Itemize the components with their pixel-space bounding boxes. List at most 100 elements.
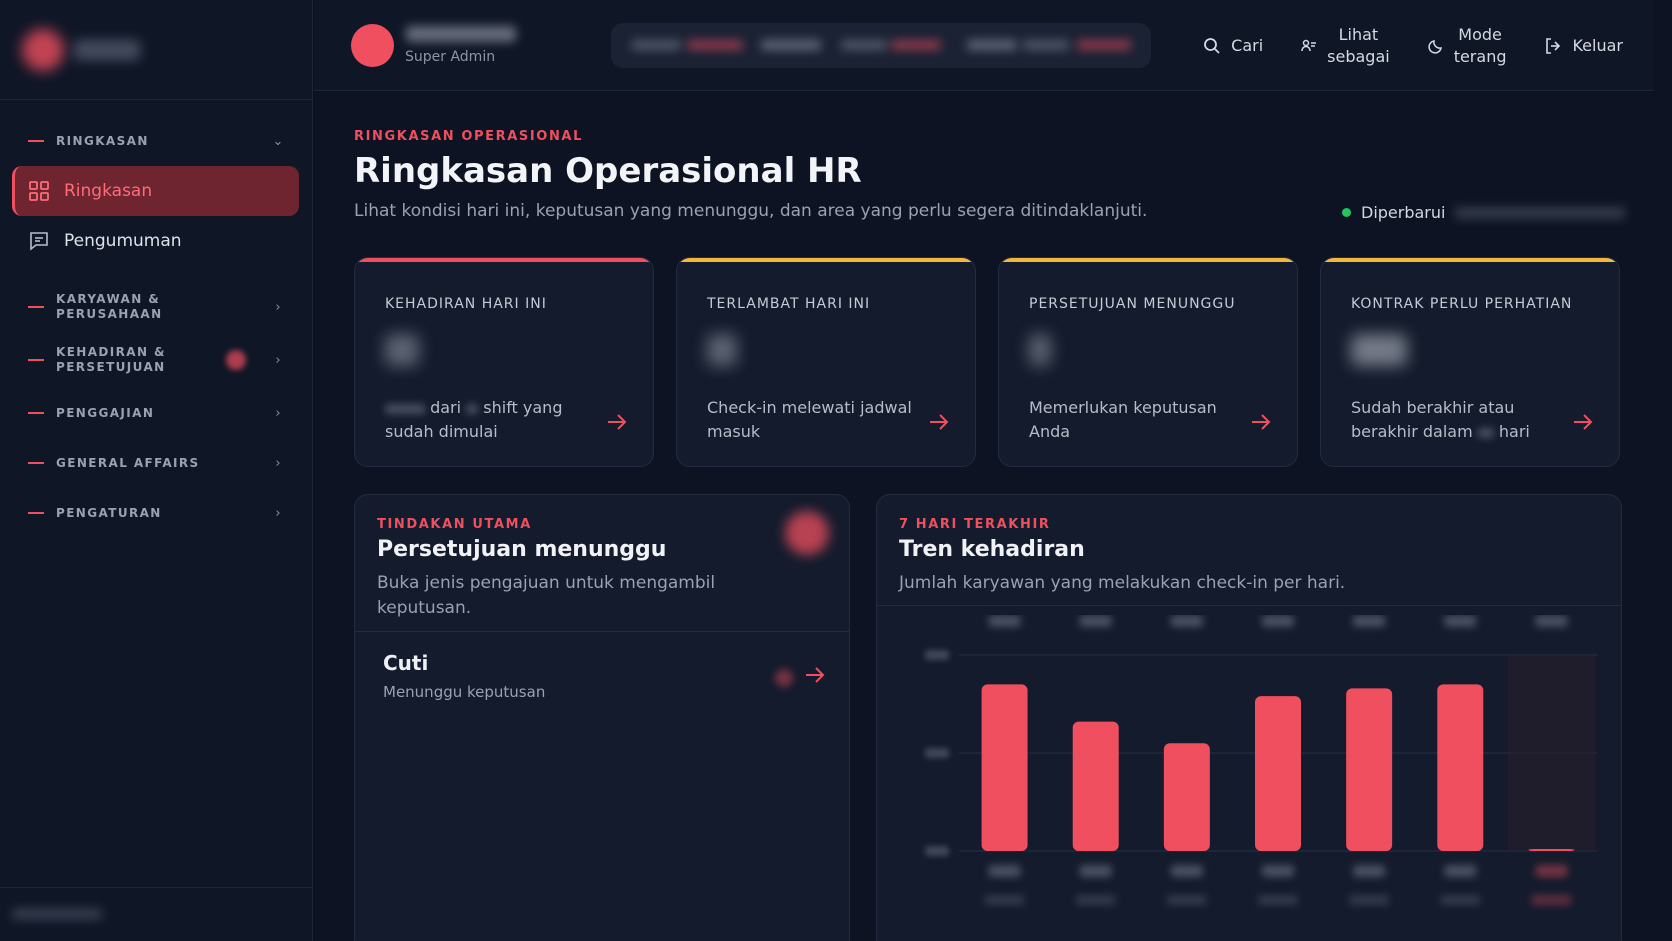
nav-group-kehadiran[interactable]: KEHADIRAN & PERSETUJUAN › [0,332,312,388]
chart-bar [1528,849,1575,851]
bar-value-label-redacted [1535,615,1568,627]
message-icon [30,232,48,251]
updated-indicator: Diperbarui [1342,203,1626,222]
card-value-redacted [1029,334,1051,366]
bar-value-label-redacted [1079,615,1112,627]
arrow-right-icon[interactable] [805,667,825,683]
chart-bar [981,684,1028,851]
approval-status: Menunggu keputusan [383,683,546,701]
nav-dash [28,359,44,361]
x-tick-sublabel-redacted [1349,895,1390,905]
nav-dash [28,512,44,514]
chevron-down-icon: ⌄ [272,133,284,149]
search-icon [1204,37,1220,54]
view-as-button[interactable]: Lihat sebagai [1282,24,1409,68]
logo[interactable] [0,0,312,100]
approvals-panel: TINDAKAN UTAMA Persetujuan menunggu Buka… [354,494,850,941]
stat-cards: KEHADIRAN HARI INI dari shift yang sudah… [354,257,1620,467]
card-label: KEHADIRAN HARI INI [385,296,547,312]
status-dot [1342,208,1351,217]
card-desc-part: shift yang sudah dimulai [385,398,563,441]
panel-eyebrow: 7 HARI TERAKHIR [899,517,1051,532]
panel-title: Persetujuan menunggu [377,537,667,562]
arrow-right-icon[interactable] [1251,414,1271,430]
redacted-text [1077,40,1131,50]
card-label: PERSETUJUAN MENUNGGU [1029,296,1236,312]
card-desc-part: Sudah berakhir atau berakhir dalam [1351,398,1515,441]
card-accent-bar [1321,258,1619,262]
chart-bar [1437,684,1484,851]
nav-group-label: RINGKASAN [56,133,149,148]
card-label: KONTRAK PERLU PERHATIAN [1351,296,1573,312]
x-tick-sublabel-redacted [1531,895,1572,905]
grid-icon [29,181,49,201]
nav-group-general-affairs[interactable]: GENERAL AFFAIRS › [0,438,312,488]
card-label: TERLAMBAT HARI INI [707,296,871,312]
avatar[interactable] [351,24,394,67]
nav-dash [28,412,44,414]
x-tick-label-redacted [988,865,1021,877]
x-tick-sublabel-redacted [1258,895,1298,905]
footer-text-redacted [12,908,102,920]
sidebar-item-pengumuman[interactable]: Pengumuman [12,216,299,266]
updated-label: Diperbarui [1361,203,1446,222]
card-value-redacted [385,334,419,366]
x-tick-label-redacted [1353,865,1386,877]
bar-value-label-redacted [1170,615,1203,627]
light-mode-label: Mode terang [1453,24,1507,66]
card-desc: Sudah berakhir atau berakhir dalam hari [1351,396,1571,444]
chart-today-highlight [1507,655,1595,851]
redacted-text [891,40,941,50]
x-tick-label-redacted [1444,865,1477,877]
stat-card-persetujuan[interactable]: PERSETUJUAN MENUNGGU Memerlukan keputusa… [998,257,1298,467]
stat-card-terlambat[interactable]: TERLAMBAT HARI INI Check-in melewati jad… [676,257,976,467]
sidebar-footer [0,887,313,941]
attendance-bar-chart [925,615,1597,905]
x-tick-label-redacted [1535,865,1568,877]
x-tick-label-redacted [1079,865,1112,877]
user-name-redacted [406,26,516,42]
arrow-right-icon[interactable] [1573,414,1593,430]
redacted-text [1023,40,1069,50]
nav-group-ringkasan[interactable]: RINGKASAN ⌄ [0,116,312,166]
card-accent-bar [999,258,1297,262]
search-label: Cari [1231,35,1264,55]
arrow-right-icon[interactable] [929,414,949,430]
nav-group-pengaturan[interactable]: PENGATURAN › [0,488,312,538]
divider [355,631,849,632]
view-as-label: Lihat sebagai [1327,24,1390,66]
card-value-redacted [707,334,737,366]
nav-group-label: GENERAL AFFAIRS [56,455,200,470]
sidebar-item-ringkasan[interactable]: Ringkasan [12,166,299,216]
approval-title: Cuti [383,651,429,675]
x-tick-sublabel-redacted [1075,895,1116,905]
chevron-right-icon: › [275,299,281,315]
nav-dash [28,306,44,308]
arrow-right-icon[interactable] [607,414,627,430]
header-actions: Cari Lihat sebagai Mode terang Keluar [1184,0,1642,91]
nav-group-penggajian[interactable]: PENGGAJIAN › [0,388,312,438]
sidebar: RINGKASAN ⌄ Ringkasan Pengumuman KARYAWA… [0,0,313,941]
approval-row-cuti[interactable]: Cuti Menunggu keputusan [355,631,849,727]
y-tick-label-redacted [925,846,949,856]
sidebar-nav: RINGKASAN ⌄ Ringkasan Pengumuman KARYAWA… [0,100,312,538]
light-mode-button[interactable]: Mode terang [1409,24,1526,68]
nav-group-label: PENGATURAN [56,505,162,520]
stat-card-kontrak[interactable]: KONTRAK PERLU PERHATIAN Sudah berakhir a… [1320,257,1620,467]
approvals-count-badge [785,511,829,555]
card-accent-bar [677,258,975,262]
bar-value-label-redacted [1444,615,1477,627]
search-button[interactable]: Cari [1184,35,1282,57]
sidebar-item-label: Pengumuman [64,231,182,251]
logout-button[interactable]: Keluar [1525,35,1642,57]
chart-bar [1255,696,1301,851]
view-as-icon [1301,39,1317,51]
x-tick-label-redacted [1262,865,1294,877]
nav-group-karyawan[interactable]: KARYAWAN & PERUSAHAAN › [0,282,312,332]
updated-time-redacted [1455,206,1626,219]
card-desc: dari shift yang sudah dimulai [385,396,605,444]
moon-icon [1428,39,1442,54]
stat-card-kehadiran[interactable]: KEHADIRAN HARI INI dari shift yang sudah… [354,257,654,467]
redacted-text [385,403,425,414]
y-tick-label-redacted [925,650,949,660]
